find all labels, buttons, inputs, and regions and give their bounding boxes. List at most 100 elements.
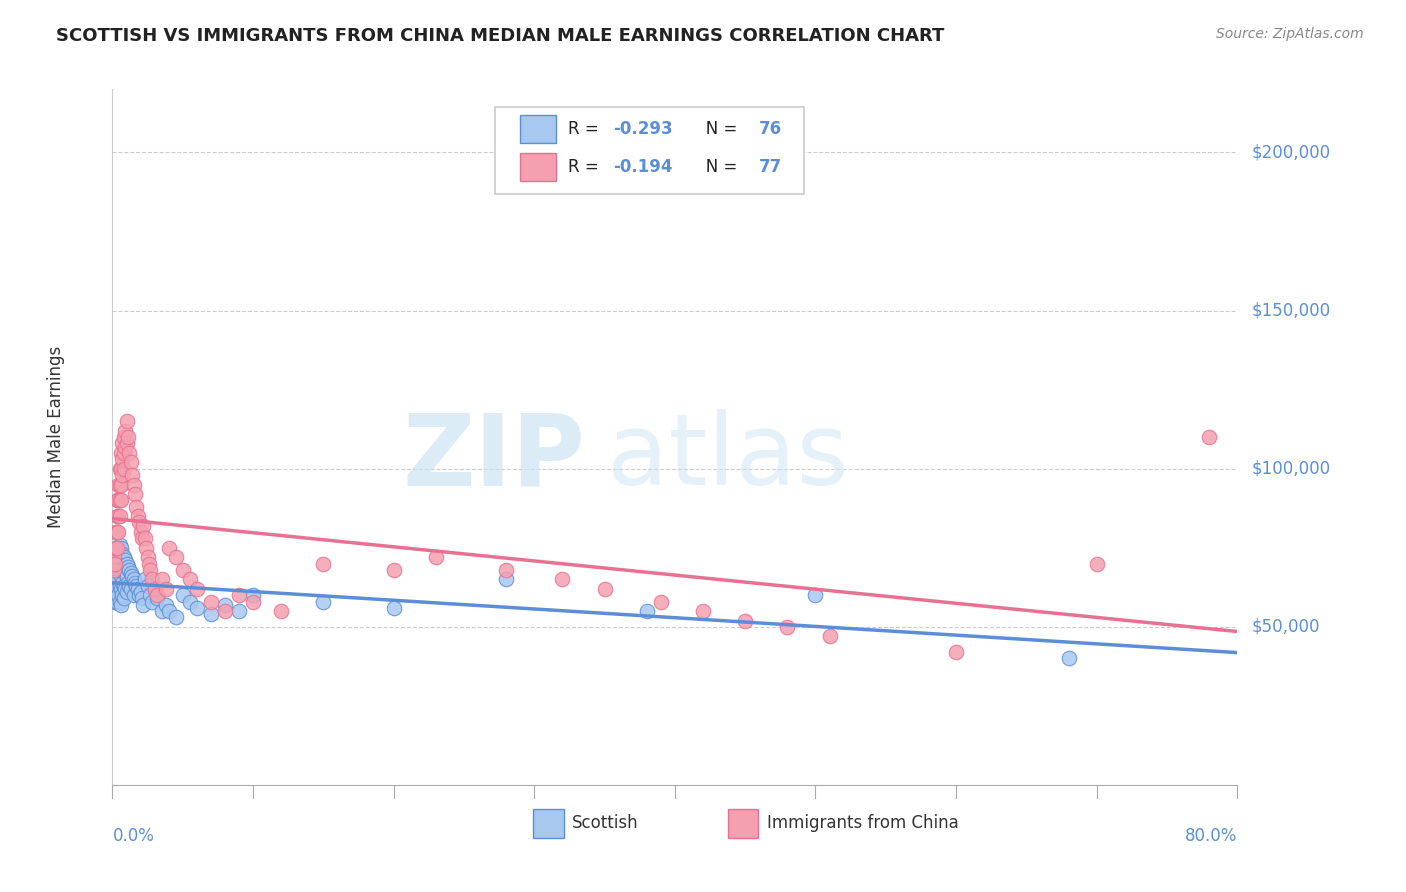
Point: [115, 436, 138, 450]
Point: [108, 594, 131, 608]
Point: [143, 582, 166, 596]
Point: [242, 588, 264, 602]
Point: [636, 604, 658, 618]
Text: SCOTTISH VS IMMIGRANTS FROM CHINA MEDIAN MALE EARNINGS CORRELATION CHART: SCOTTISH VS IMMIGRANTS FROM CHINA MEDIAN…: [56, 27, 945, 45]
Text: R =: R =: [568, 120, 605, 138]
Point: [114, 582, 136, 596]
Point: [107, 477, 129, 491]
Point: [214, 598, 236, 612]
Point: [186, 600, 208, 615]
Point: [495, 563, 517, 577]
Point: [818, 629, 841, 643]
Text: Scottish: Scottish: [571, 814, 638, 832]
Point: [200, 607, 222, 622]
Point: [115, 585, 138, 599]
Point: [131, 531, 153, 545]
Point: [242, 594, 264, 608]
Point: [104, 594, 127, 608]
Text: ZIP: ZIP: [402, 409, 585, 507]
Point: [104, 557, 127, 571]
Point: [128, 588, 150, 602]
Text: Median Male Earnings: Median Male Earnings: [48, 346, 65, 528]
Point: [117, 559, 139, 574]
FancyBboxPatch shape: [728, 809, 758, 838]
Text: atlas: atlas: [607, 409, 849, 507]
Point: [120, 582, 142, 596]
Point: [111, 547, 134, 561]
Text: -0.293: -0.293: [613, 120, 672, 138]
Text: $200,000: $200,000: [1251, 144, 1330, 161]
Point: [214, 604, 236, 618]
FancyBboxPatch shape: [520, 153, 555, 181]
Point: [150, 573, 173, 587]
Text: R =: R =: [568, 158, 605, 177]
Point: [112, 446, 135, 460]
Point: [112, 563, 135, 577]
Point: [105, 509, 128, 524]
Point: [114, 553, 136, 567]
Point: [104, 524, 127, 539]
Point: [118, 446, 141, 460]
Point: [122, 573, 145, 587]
Point: [114, 424, 136, 438]
Point: [110, 582, 132, 596]
Point: [121, 468, 143, 483]
Point: [146, 591, 169, 606]
Point: [111, 436, 134, 450]
Text: Immigrants from China: Immigrants from China: [768, 814, 959, 832]
Point: [270, 604, 292, 618]
Point: [132, 518, 155, 533]
Point: [120, 566, 142, 580]
Point: [111, 588, 134, 602]
Point: [112, 591, 135, 606]
Point: [110, 569, 132, 583]
Point: [105, 579, 128, 593]
Point: [165, 610, 187, 624]
Point: [108, 509, 131, 524]
Point: [108, 579, 131, 593]
Point: [312, 557, 335, 571]
Point: [172, 563, 194, 577]
Point: [115, 414, 138, 428]
Text: $150,000: $150,000: [1251, 301, 1330, 319]
Point: [134, 573, 156, 587]
Point: [103, 563, 125, 577]
Point: [127, 509, 149, 524]
Point: [139, 588, 162, 602]
Point: [111, 575, 134, 590]
Point: [157, 541, 180, 555]
Point: [127, 582, 149, 596]
Point: [150, 604, 173, 618]
Point: [141, 594, 163, 608]
Point: [111, 468, 134, 483]
Point: [734, 614, 756, 628]
Point: [117, 575, 139, 590]
Point: [135, 541, 157, 555]
Text: N =: N =: [689, 158, 742, 177]
Point: [115, 569, 138, 583]
Point: [551, 573, 574, 587]
Point: [179, 594, 201, 608]
Point: [105, 524, 128, 539]
Point: [228, 588, 250, 602]
Point: [111, 452, 134, 467]
Point: [103, 588, 125, 602]
Point: [105, 566, 128, 580]
Point: [125, 500, 148, 514]
Point: [382, 563, 405, 577]
Point: [107, 588, 129, 602]
Point: [107, 509, 129, 524]
Point: [125, 579, 148, 593]
Point: [108, 566, 131, 580]
Point: [804, 588, 827, 602]
Point: [312, 594, 335, 608]
Point: [122, 588, 145, 602]
Point: [425, 550, 447, 565]
Point: [112, 579, 135, 593]
Point: [105, 541, 128, 555]
Point: [495, 573, 517, 587]
Point: [228, 604, 250, 618]
Point: [110, 446, 132, 460]
Point: [945, 645, 967, 659]
Point: [115, 557, 138, 571]
